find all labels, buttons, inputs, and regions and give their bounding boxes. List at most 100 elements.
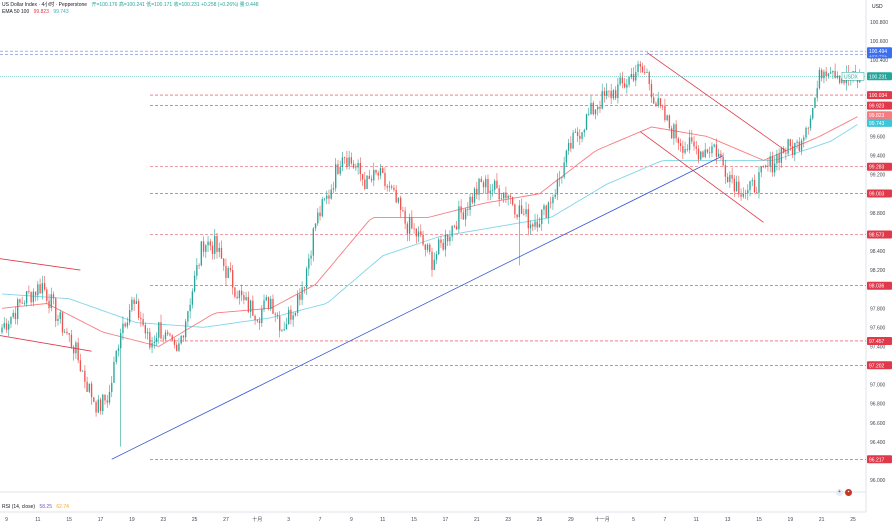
candle-body bbox=[453, 225, 456, 227]
candle-body bbox=[534, 221, 536, 227]
candle-body bbox=[749, 181, 751, 191]
currency-label: USD bbox=[872, 4, 883, 10]
candle-body bbox=[731, 174, 733, 179]
level-price-text: 98.036 bbox=[869, 284, 885, 290]
candle-body bbox=[554, 194, 556, 198]
candle-body bbox=[834, 70, 836, 78]
flag-icon[interactable]: ▪ bbox=[845, 489, 852, 496]
ema-label[interactable]: EMA 50 100 bbox=[2, 9, 30, 15]
level-price-text: 97.202 bbox=[869, 363, 885, 369]
candle-body bbox=[780, 148, 783, 163]
candle-body bbox=[238, 290, 241, 299]
candle-body bbox=[529, 224, 532, 229]
candle-body bbox=[514, 204, 516, 215]
candle-body bbox=[292, 315, 294, 320]
candle-body bbox=[263, 300, 265, 310]
candle-body bbox=[485, 178, 487, 188]
x-tick-label: 15 bbox=[756, 517, 762, 523]
candle-body bbox=[599, 106, 601, 109]
ema100-price-tag-text: 99.743 bbox=[869, 121, 885, 127]
candle-body bbox=[630, 74, 632, 78]
candle-body bbox=[46, 289, 48, 301]
candle-body bbox=[469, 196, 471, 210]
chart-legend: US Dollar Index · 4小时 · Pepperstone 开=10… bbox=[2, 2, 262, 9]
candle-body bbox=[702, 151, 704, 158]
candle-body bbox=[21, 302, 23, 304]
candle-body bbox=[48, 300, 50, 309]
candle-body bbox=[561, 177, 563, 179]
candle-body bbox=[740, 194, 742, 197]
candle-body bbox=[267, 297, 270, 310]
candle-body bbox=[458, 206, 460, 230]
candle-body bbox=[455, 226, 458, 230]
candle-body bbox=[25, 291, 28, 304]
candle-body bbox=[86, 381, 88, 392]
candle-body bbox=[769, 156, 771, 167]
y-tick-label: 96.000 bbox=[870, 478, 886, 484]
candle-body bbox=[272, 298, 274, 314]
y-tick-label: 96.400 bbox=[870, 440, 886, 446]
x-tick-label: 11 bbox=[380, 517, 385, 523]
plus-icon[interactable]: + bbox=[836, 489, 843, 496]
candle-body bbox=[433, 259, 435, 270]
candle-body bbox=[164, 332, 167, 340]
candle-body bbox=[697, 148, 700, 160]
candle-body bbox=[735, 181, 738, 192]
candle-body bbox=[355, 167, 357, 169]
candle-body bbox=[664, 106, 666, 121]
candle-body bbox=[408, 217, 411, 234]
level-price-tag bbox=[867, 361, 892, 370]
candle-body bbox=[415, 228, 417, 237]
candle-body bbox=[214, 235, 216, 254]
candle-body bbox=[480, 178, 482, 183]
x-tick-label: 19 bbox=[788, 517, 794, 523]
ema-legend: EMA 50 100 99.823 99.743 bbox=[2, 9, 72, 16]
candle-body bbox=[55, 298, 57, 321]
candle-body bbox=[144, 325, 147, 334]
candle-body bbox=[836, 75, 839, 78]
candle-body bbox=[829, 72, 832, 74]
candle-body bbox=[352, 163, 355, 168]
candle-body bbox=[117, 348, 120, 351]
candle-body bbox=[102, 394, 104, 412]
rsi-label[interactable]: RSI (14, close) bbox=[2, 504, 36, 510]
symbol-label[interactable]: US Dollar Index · 4小时 · Pepperstone bbox=[2, 2, 88, 8]
candle-body bbox=[37, 284, 39, 296]
candle-body bbox=[364, 179, 366, 189]
y-tick-label: 96.800 bbox=[870, 402, 886, 408]
candle-body bbox=[43, 283, 46, 290]
x-tick-label: 3 bbox=[287, 517, 290, 523]
level-price-tag bbox=[867, 281, 892, 290]
candle-body bbox=[79, 360, 82, 372]
candle-body bbox=[809, 118, 812, 129]
candle-body bbox=[588, 113, 590, 115]
candle-body bbox=[585, 114, 588, 130]
candle-body bbox=[193, 275, 196, 292]
candle-body bbox=[19, 299, 21, 303]
ema100-price-tag bbox=[867, 118, 892, 127]
candle-body bbox=[39, 284, 41, 294]
candle-body bbox=[644, 71, 646, 73]
y-tick-label: 98.400 bbox=[870, 249, 886, 255]
candle-body bbox=[34, 291, 37, 296]
candle-body bbox=[30, 291, 32, 303]
current-price-tag bbox=[867, 72, 892, 81]
candle-body bbox=[520, 205, 523, 214]
candle-body bbox=[762, 166, 765, 167]
candle-body bbox=[467, 208, 469, 210]
candle-body bbox=[348, 157, 350, 167]
candle-body bbox=[209, 241, 211, 246]
candle-body bbox=[149, 332, 151, 348]
candle-body bbox=[505, 192, 507, 199]
candle-body bbox=[252, 300, 254, 316]
candle-body bbox=[606, 90, 608, 96]
x-tick-label: 7 bbox=[319, 517, 322, 523]
candle-body bbox=[200, 241, 202, 266]
candle-body bbox=[319, 212, 321, 217]
candle-body bbox=[509, 195, 512, 198]
candle-body bbox=[666, 115, 668, 121]
candle-body bbox=[182, 335, 185, 338]
y-tick-label: 98.800 bbox=[870, 211, 886, 217]
candle-body bbox=[449, 236, 451, 242]
